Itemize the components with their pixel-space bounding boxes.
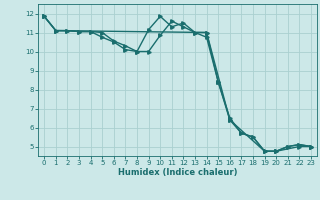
X-axis label: Humidex (Indice chaleur): Humidex (Indice chaleur) <box>118 168 237 177</box>
